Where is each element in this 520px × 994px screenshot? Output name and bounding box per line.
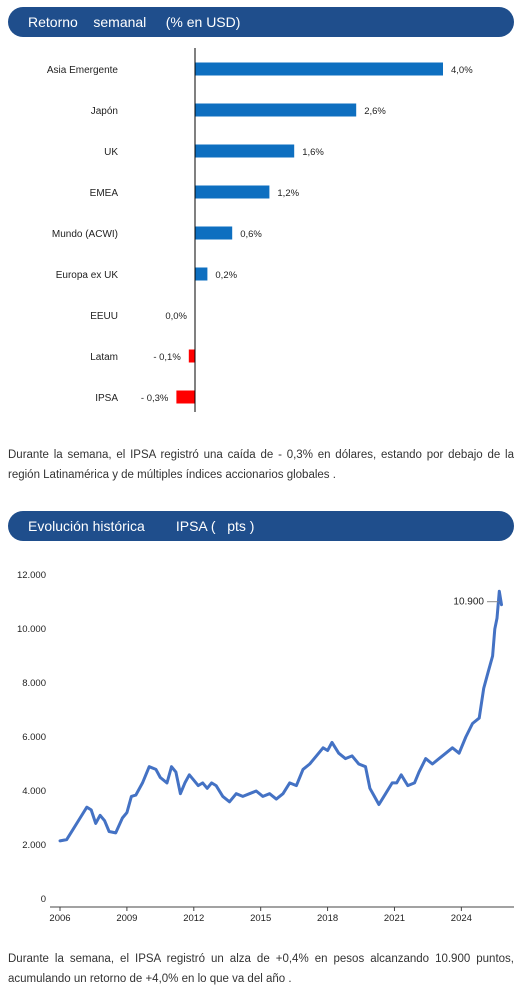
bar-category-label: Latam — [90, 352, 118, 363]
x-tick-label: 2018 — [317, 913, 338, 924]
bar-category-label: Mundo (ACWI) — [52, 229, 118, 240]
bar-category-label: EEUU — [90, 311, 118, 322]
bar — [195, 144, 295, 158]
y-tick-label: 0 — [41, 894, 46, 905]
bar-data-label: - 0,3% — [141, 393, 169, 404]
bar — [195, 267, 208, 281]
bar — [195, 226, 233, 240]
y-tick-label: 10.000 — [17, 624, 46, 635]
ipsa-series-line — [58, 589, 503, 843]
bar-data-label: 0,2% — [215, 270, 237, 281]
x-tick-label: 2009 — [116, 913, 137, 924]
bar-category-label: EMEA — [90, 188, 119, 199]
y-tick-label: 2.000 — [22, 840, 46, 851]
ipsa-history-line-chart: 0 2.000 4.000 6.000 8.000 10.000 12.000 2006 200… — [17, 570, 514, 924]
bar — [195, 185, 270, 199]
annotation-label: 10.900 — [453, 597, 484, 608]
bar-category-label: Asia Emergente — [47, 65, 119, 76]
weekly-return-header: Retorno semanal (% en USD) — [8, 7, 514, 37]
x-tick-label: 2012 — [183, 913, 204, 924]
bar-data-label: 1,6% — [302, 147, 324, 158]
bar-category-label: Europa ex UK — [56, 270, 119, 281]
bar-data-label: - 0,1% — [153, 352, 181, 363]
x-tick-label: 2006 — [49, 913, 70, 924]
y-tick-label: 8.000 — [22, 678, 46, 689]
bar-data-label: 4,0% — [451, 65, 473, 76]
bar — [176, 390, 195, 404]
y-tick-label: 6.000 — [22, 732, 46, 743]
ipsa-history-header: Evolución histórica IPSA ( pts ) — [8, 511, 514, 541]
bar-category-label: UK — [104, 147, 118, 158]
bar — [195, 62, 443, 76]
ipsa-history-commentary: Durante la semana, el IPSA registró un a… — [8, 953, 514, 985]
y-tick-label: 12.000 — [17, 570, 46, 581]
x-tick-label: 2021 — [384, 913, 405, 924]
bar — [188, 349, 195, 363]
bar-category-label: Japón — [91, 106, 118, 117]
bar-category-label: IPSA — [95, 393, 118, 404]
bar-data-label: 0,6% — [240, 229, 262, 240]
x-tick-label: 2024 — [451, 913, 472, 924]
bar — [195, 103, 357, 117]
bar-data-label: 1,2% — [277, 188, 299, 199]
weekly-return-bar-chart: Asia Emergente 4,0% Japón 2,6% UK 1,6% EMEA 1,2… — [47, 48, 473, 412]
bar-data-label: 0,0% — [165, 311, 187, 322]
bar-data-label: 2,6% — [364, 106, 386, 117]
x-tick-label: 2015 — [250, 913, 271, 924]
weekly-return-commentary: Durante la semana, el IPSA registró una … — [8, 449, 514, 481]
y-tick-label: 4.000 — [22, 786, 46, 797]
